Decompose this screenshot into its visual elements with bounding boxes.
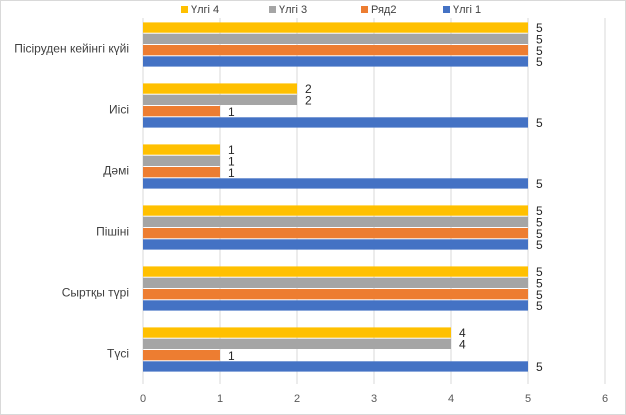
legend-swatch-0 [181,6,188,13]
data-label-2-2: 1 [228,166,235,180]
data-label-4-1: 5 [536,277,543,291]
data-label-1-2: 1 [228,105,235,119]
category-label-0: Пісіруден кейінгі күйі [14,42,129,56]
data-label-5-3: 5 [536,360,543,374]
data-label-0-1: 5 [536,33,543,47]
bar-4-1 [143,277,528,288]
data-label-2-1: 1 [228,155,235,169]
bar-0-2 [143,45,528,56]
data-label-5-0: 4 [459,326,466,340]
data-label-3-1: 5 [536,216,543,230]
bar-4-0 [143,266,528,277]
bars [143,22,528,372]
legend-swatch-1 [269,6,276,13]
data-label-2-0: 1 [228,143,235,157]
category-label-5: Түсі [107,347,129,361]
data-label-1-0: 2 [305,82,312,96]
bar-2-1 [143,155,220,166]
x-tick-label-3: 3 [371,393,377,405]
legend-swatch-3 [443,6,450,13]
bar-3-1 [143,216,528,227]
data-label-4-3: 5 [536,299,543,313]
x-tick-label-1: 1 [217,393,223,405]
bar-5-3 [143,361,528,372]
bar-1-1 [143,94,297,105]
x-axis-ticks: 0 1 2 3 4 5 6 [140,393,608,405]
data-label-3-0: 5 [536,204,543,218]
bar-3-2 [143,228,528,239]
x-tick-label-2: 2 [294,393,300,405]
bar-5-2 [143,350,220,361]
data-label-2-3: 5 [536,177,543,191]
data-label-1-3: 5 [536,116,543,130]
bar-3-3 [143,239,528,250]
category-label-4: Сыртқы түрі [62,286,129,300]
legend: Үлгі 4 Үлгі 3 Ряд2 Үлгі 1 [181,4,481,16]
bar-4-3 [143,300,528,311]
bar-4-2 [143,289,528,300]
data-label-1-1: 2 [305,94,312,108]
bar-0-0 [143,22,528,33]
bar-5-1 [143,338,451,349]
bar-0-3 [143,56,528,67]
gridlines [142,18,606,384]
legend-label-1: Үлгі 3 [279,4,307,16]
legend-label-3: Үлгі 1 [453,4,481,16]
category-label-3: Пішіні [96,225,129,239]
data-label-5-1: 4 [459,338,466,352]
bar-1-0 [143,83,297,94]
bar-2-2 [143,167,220,178]
bar-5-0 [143,327,451,338]
legend-swatch-2 [361,6,368,13]
data-label-3-3: 5 [536,238,543,252]
x-tick-label-6: 6 [602,393,608,405]
data-label-0-2: 5 [536,44,543,58]
x-tick-label-0: 0 [140,393,146,405]
bar-1-2 [143,106,220,117]
x-tick-label-5: 5 [525,393,531,405]
data-label-5-2: 1 [228,349,235,363]
bar-1-3 [143,117,528,128]
data-label-4-2: 5 [536,288,543,302]
category-label-2: Дәмі [103,164,129,178]
bar-2-0 [143,144,220,155]
bar-0-1 [143,33,528,44]
bar-2-3 [143,178,528,189]
data-label-3-2: 5 [536,227,543,241]
data-label-4-0: 5 [536,265,543,279]
x-tick-label-4: 4 [448,393,454,405]
category-labels: Пісіруден кейінгі күйі Иісі Дәмі Пішіні Сырт… [14,42,129,361]
category-label-1: Иісі [109,103,129,117]
data-label-0-0: 5 [536,21,543,35]
data-label-0-3: 5 [536,55,543,69]
bar-3-0 [143,205,528,216]
legend-label-2: Ряд2 [371,4,396,16]
legend-label-0: Үлгі 4 [191,4,219,16]
